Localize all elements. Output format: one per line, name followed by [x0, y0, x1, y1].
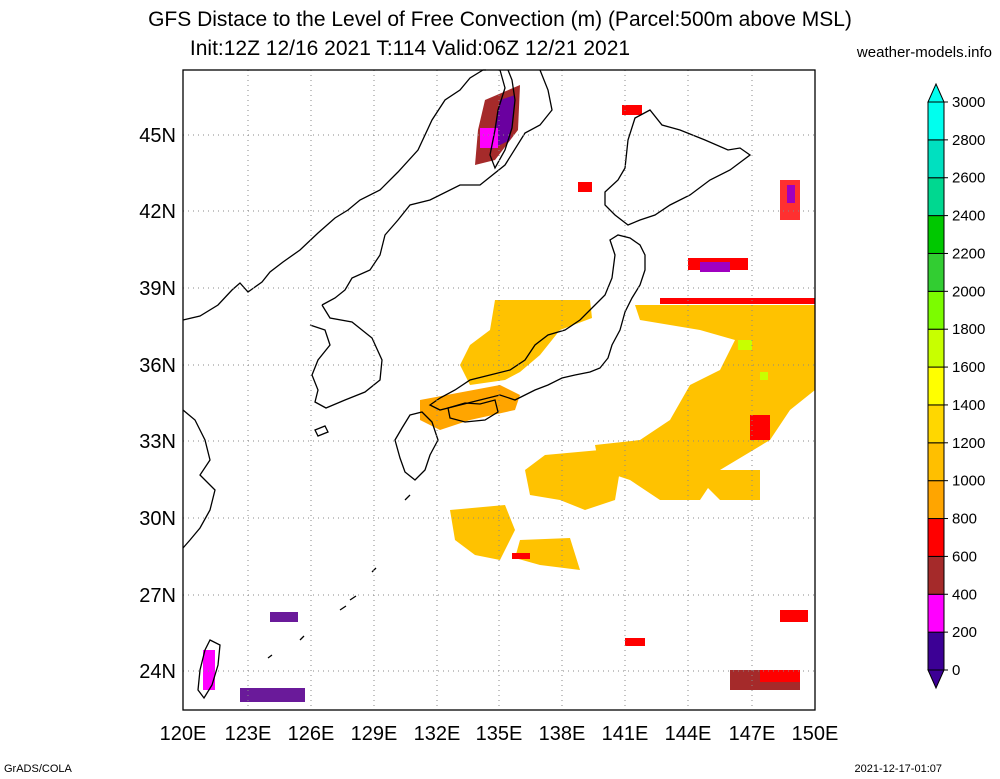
colorbar-label: 2000: [952, 283, 985, 300]
lon-label: 135E: [476, 723, 523, 745]
coast-honshu: [428, 234, 646, 411]
field-patch-red-strip: [660, 298, 815, 304]
colorbar-swatch: [927, 593, 945, 633]
colorbar-label: 0: [952, 662, 960, 679]
colorbar-label: 1000: [952, 473, 985, 490]
colorbar-high-arrow: [927, 82, 945, 103]
field-patch-red-east: [750, 415, 770, 440]
field-patch-red-se: [760, 670, 800, 682]
colorbar-swatch: [927, 101, 945, 141]
field-patch-red-s: [625, 638, 645, 646]
field-area-south-4: [690, 470, 760, 500]
lat-label: 33N: [139, 431, 176, 453]
footer-software: GrADS/COLA: [4, 763, 72, 775]
lat-label: 27N: [139, 585, 176, 607]
lon-label: 123E: [225, 723, 272, 745]
lon-label: 126E: [288, 723, 335, 745]
lat-label: 45N: [139, 125, 176, 147]
lat-label: 42N: [139, 201, 176, 223]
field-patch-red-se2: [780, 610, 808, 622]
colorbar-label: 2600: [952, 170, 985, 187]
coast-mainland: [182, 69, 553, 321]
colorbar-swatch: [927, 366, 945, 406]
field-area-south-2: [450, 505, 515, 560]
lon-label: 144E: [665, 723, 712, 745]
colorbar-swatch: [927, 215, 945, 254]
lon-label: 141E: [602, 723, 649, 745]
lon-label: 120E: [160, 723, 207, 745]
title-line-2: Init:12Z 12/16 2021 T:114 Valid:06Z 12/2…: [189, 37, 631, 60]
coastlines: [182, 69, 752, 700]
field-area-pacific-east: [595, 305, 815, 500]
colorbar-label: 200: [952, 624, 977, 641]
colorbar-label: 400: [952, 586, 977, 603]
coast-china: [182, 409, 216, 549]
colorbar-swatch: [927, 139, 945, 179]
field-patch-magenta-taiwan: [203, 650, 215, 690]
colorbar-label: 2800: [952, 132, 985, 149]
colorbar-swatch: [927, 252, 945, 292]
site-credit: weather-models.info: [856, 44, 992, 61]
field-patch-purple-kurils: [787, 185, 795, 203]
lat-label: 36N: [139, 355, 176, 377]
colorbar-low-arrow: [927, 669, 945, 690]
field-patch-green: [738, 340, 752, 350]
colorbar-label: 1800: [952, 321, 985, 338]
field-patch-red-sak2: [622, 105, 642, 115]
lon-label: 150E: [792, 723, 839, 745]
coast-ryukyu: [267, 494, 411, 659]
footer-timestamp: 2021-12-17-01:07: [854, 763, 942, 775]
colorbar-label: 1200: [952, 435, 985, 452]
lon-label: 132E: [414, 723, 461, 745]
lon-label: 147E: [729, 723, 776, 745]
colorbar-label: 600: [952, 548, 977, 565]
coast-hokkaido: [604, 109, 752, 226]
coast-jeju: [314, 425, 329, 437]
colorbar-label: 1600: [952, 359, 985, 376]
gridlines: [183, 70, 815, 710]
colorbar-label: 1400: [952, 397, 985, 414]
colorbar-swatch: [927, 328, 945, 368]
field-patch-red-hok: [578, 182, 592, 192]
field-patch-sakhalin-magenta: [480, 128, 498, 148]
colorbar: 0 200 400 600 800 1000 1200 1400 1600 1800 2000 220…: [927, 82, 985, 690]
field-patch-purple-taiwan-e: [240, 688, 305, 702]
colorbar-swatch: [927, 177, 945, 217]
colorbar-swatch: [927, 442, 945, 482]
lat-label: 30N: [139, 508, 176, 530]
field-patch-purple-north: [700, 262, 730, 272]
field-patch-red-ryukyu: [512, 553, 530, 559]
colorbar-swatch: [927, 518, 945, 557]
colorbar-swatch: [927, 555, 945, 595]
field-area-south-3: [515, 538, 580, 570]
colorbar-label: 800: [952, 511, 977, 528]
lat-axis: 24N 27N 30N 33N 36N 39N 42N 45N: [139, 125, 176, 683]
coast-kyushu: [394, 411, 439, 481]
lon-label: 138E: [539, 723, 586, 745]
lon-label: 129E: [351, 723, 398, 745]
field-patch-purple-sw: [270, 612, 298, 622]
lfc-field: [203, 85, 815, 702]
coast-sakhalin: [489, 69, 516, 170]
field-patch-green-2: [760, 372, 768, 380]
colorbar-label: 2200: [952, 245, 985, 262]
title-line-1: GFS Distace to the Level of Free Convect…: [148, 8, 852, 31]
lat-label: 24N: [139, 661, 176, 683]
map-frame: [182, 69, 816, 711]
colorbar-swatch: [927, 290, 945, 330]
lat-label: 39N: [139, 278, 176, 300]
field-area-south-1: [525, 450, 620, 510]
coast-shikoku: [447, 399, 499, 423]
colorbar-swatch: [927, 480, 945, 520]
colorbar-swatch: [927, 631, 945, 671]
coast-korea: [309, 304, 383, 409]
lon-axis: 120E 123E 126E 129E 132E 135E 138E 141E …: [160, 723, 839, 745]
field-area-honshu: [460, 300, 592, 385]
colorbar-swatch: [927, 404, 945, 444]
colorbar-label: 2400: [952, 208, 985, 225]
colorbar-label: 3000: [952, 94, 985, 111]
coast-taiwan: [197, 639, 221, 700]
